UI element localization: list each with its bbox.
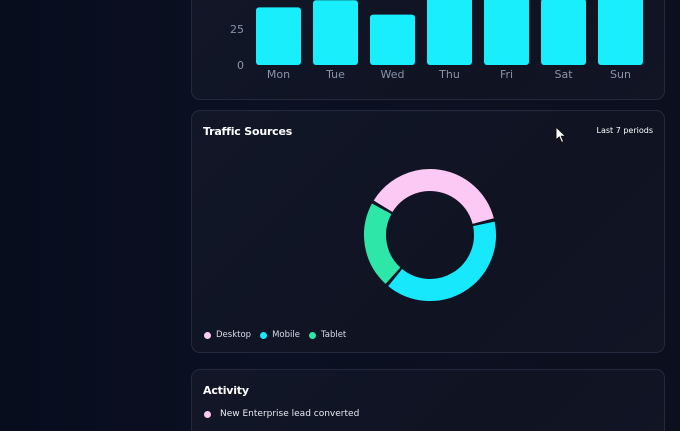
x-tick-wed: Wed (381, 68, 405, 81)
traffic-sources-card: Traffic Sources Last 7 periods Desktop M… (191, 110, 665, 353)
donut-slice-tablet[interactable] (364, 203, 401, 284)
x-tick-sun: Sun (610, 68, 631, 81)
traffic-donut-chart (364, 169, 496, 301)
bar-wed[interactable] (370, 14, 415, 66)
bar-sun[interactable] (598, 0, 643, 65)
bar-sat[interactable] (541, 0, 586, 65)
weekly-bar-chart: Mon Tue Wed Thu Fri Sat Sun 25 0 (230, 0, 643, 81)
bar-thu[interactable] (427, 0, 472, 65)
legend-dot-tablet (308, 331, 316, 339)
y-tick-0: 0 (237, 59, 244, 72)
bar-fri[interactable] (484, 0, 529, 65)
legend-dot-desktop (204, 331, 211, 339)
x-tick-tue: Tue (325, 68, 345, 81)
bar-tue[interactable] (313, 0, 358, 66)
legend-item-desktop[interactable]: Desktop (204, 330, 251, 340)
donut-slice-mobile[interactable] (388, 221, 496, 301)
x-tick-mon: Mon (267, 68, 290, 81)
legend-dot-mobile (260, 331, 268, 339)
activity-item-text: New Enterprise lead converted (220, 409, 360, 419)
x-tick-thu: Thu (438, 68, 460, 81)
x-tick-sat: Sat (554, 68, 573, 81)
activity-item[interactable]: New Enterprise lead converted (204, 409, 359, 419)
legend-label-desktop: Desktop (216, 330, 252, 340)
donut-slice-desktop[interactable] (373, 169, 494, 225)
traffic-sources-title: Traffic Sources (203, 125, 293, 138)
mouse-pointer-icon (555, 126, 567, 144)
period-selector[interactable]: Last 7 periods (596, 126, 654, 135)
activity-title: Activity (203, 384, 249, 397)
legend-label-mobile: Mobile (272, 330, 300, 340)
legend-item-mobile[interactable]: Mobile (260, 330, 300, 340)
legend-label-tablet: Tablet (320, 330, 347, 340)
activity-card: Activity New Enterprise lead converted (191, 369, 665, 431)
weekly-bar-chart-card: Mon Tue Wed Thu Fri Sat Sun 25 0 (191, 0, 665, 100)
activity-dot (204, 410, 211, 418)
x-tick-fri: Fri (500, 68, 513, 81)
traffic-legend: Desktop Mobile Tablet (204, 330, 346, 340)
y-tick-25: 25 (230, 23, 244, 36)
legend-item-tablet[interactable]: Tablet (308, 330, 347, 340)
bar-mon[interactable] (256, 7, 301, 65)
